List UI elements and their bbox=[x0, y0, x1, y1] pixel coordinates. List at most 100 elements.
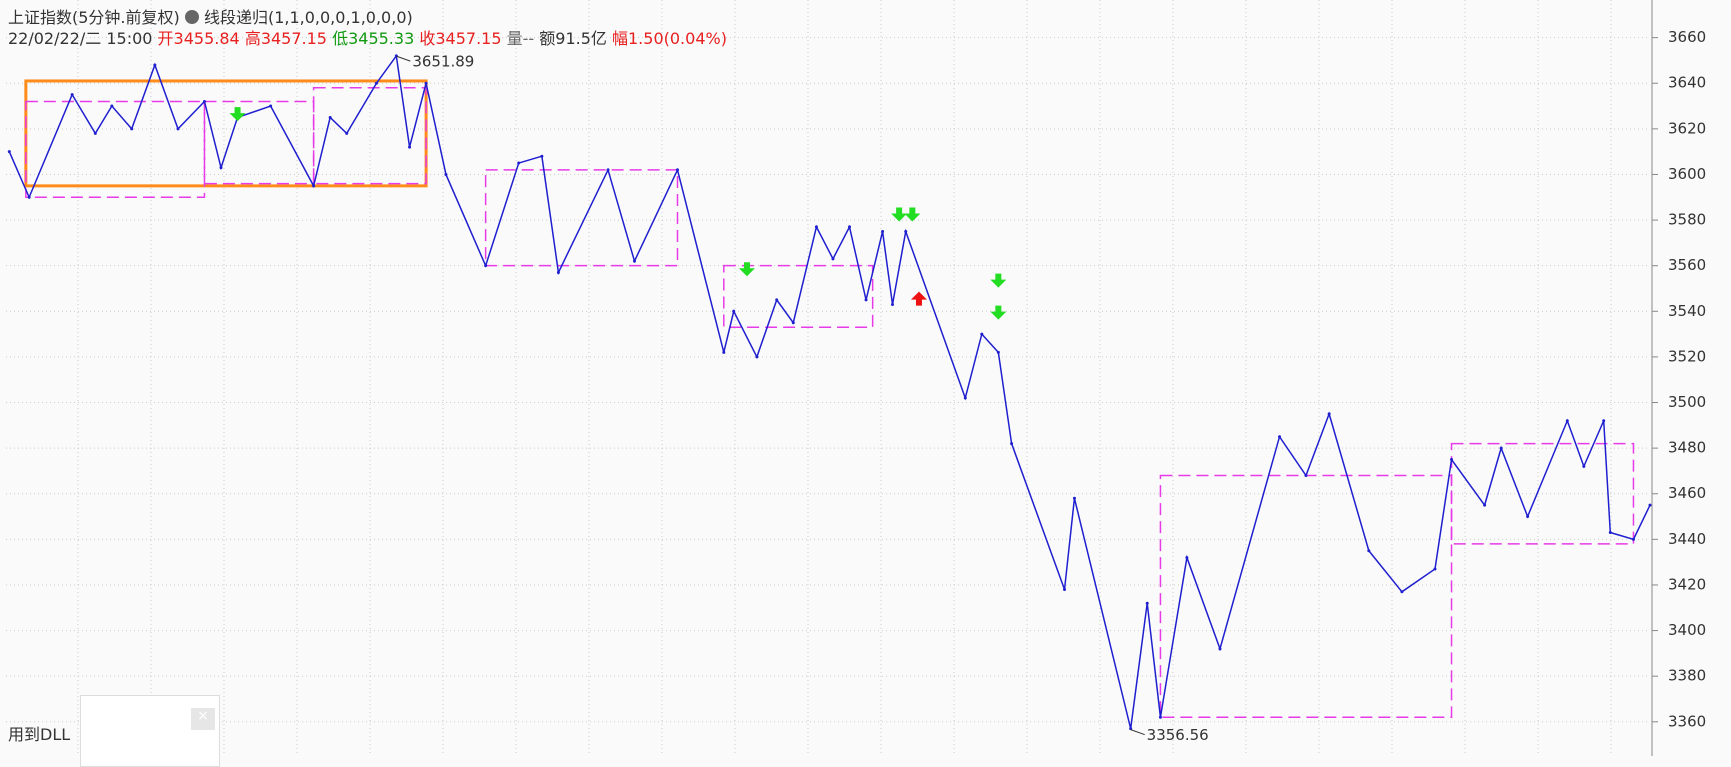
indicator[interactable]: 线段递归(1,1,0,0,0,1,0,0,0) bbox=[203, 8, 413, 27]
pivot-zone bbox=[1159, 474, 1453, 718]
vertex bbox=[904, 229, 908, 233]
y-tick-label: 3640 bbox=[1668, 74, 1706, 92]
vertex bbox=[1063, 588, 1067, 592]
header-line-1: 上证指数(5分钟.前复权) 线段递归(1,1,0,0,0,1,0,0,0) bbox=[8, 4, 413, 28]
vertex bbox=[1185, 556, 1189, 560]
vertex bbox=[1278, 435, 1282, 439]
vertex bbox=[848, 225, 852, 229]
vertex bbox=[130, 127, 134, 131]
title: 上证指数(5分钟.前复权) bbox=[8, 8, 180, 27]
vertex bbox=[484, 264, 488, 268]
vertex bbox=[7, 150, 11, 154]
vertex bbox=[996, 350, 1000, 354]
vertex bbox=[517, 161, 521, 165]
high: 高3457.15 bbox=[244, 29, 327, 48]
dll-note: 用到DLL bbox=[8, 725, 71, 744]
buy-signal bbox=[910, 291, 927, 306]
vertex bbox=[1499, 446, 1503, 450]
vertex bbox=[1327, 412, 1331, 416]
vertex bbox=[269, 104, 273, 108]
vertex bbox=[1010, 442, 1014, 446]
date: 22/02/22/二 15:00 bbox=[8, 29, 153, 48]
vertex bbox=[70, 93, 74, 97]
sell-signal bbox=[229, 107, 246, 122]
amount: 额91.5亿 bbox=[539, 29, 607, 48]
close-button[interactable]: × bbox=[191, 708, 215, 730]
vertex bbox=[1367, 549, 1371, 553]
vertex bbox=[374, 81, 378, 85]
vertex bbox=[831, 257, 835, 261]
y-tick-label: 3440 bbox=[1668, 530, 1706, 548]
vertex bbox=[1483, 503, 1487, 507]
y-tick-label: 3380 bbox=[1668, 667, 1706, 685]
vertex bbox=[110, 104, 114, 108]
sell-signal bbox=[990, 273, 1007, 288]
y-tick-label: 3520 bbox=[1668, 347, 1706, 365]
low: 低3455.33 bbox=[332, 29, 415, 48]
sell-signal bbox=[990, 305, 1007, 320]
vertex bbox=[176, 127, 180, 131]
close: 收3457.15 bbox=[419, 29, 502, 48]
vertex bbox=[556, 271, 560, 275]
y-tick-label: 3360 bbox=[1668, 712, 1706, 730]
y-tick-label: 3540 bbox=[1668, 302, 1706, 320]
y-tick-label: 3480 bbox=[1668, 439, 1706, 457]
vertex bbox=[93, 131, 97, 135]
vertex bbox=[1565, 419, 1569, 423]
vertex bbox=[732, 309, 736, 313]
vertex bbox=[1648, 503, 1652, 507]
vertex bbox=[881, 229, 885, 233]
segment-line bbox=[8, 53, 1651, 729]
vertex bbox=[424, 81, 428, 85]
y-tick-label: 3600 bbox=[1668, 165, 1706, 183]
sell-signal bbox=[904, 207, 921, 222]
change: 幅1.50(0.04%) bbox=[612, 29, 727, 48]
vertex bbox=[540, 154, 544, 158]
vertex bbox=[1433, 567, 1437, 571]
vertex bbox=[980, 332, 984, 336]
vertex bbox=[1608, 531, 1612, 535]
vertex bbox=[1072, 496, 1076, 500]
y-tick-label: 3460 bbox=[1668, 484, 1706, 502]
y-tick-label: 3620 bbox=[1668, 119, 1706, 137]
indicator-icon[interactable] bbox=[184, 10, 199, 24]
open: 开3455.84 bbox=[157, 29, 240, 48]
annotation-leader bbox=[1130, 729, 1145, 736]
vertex bbox=[632, 259, 636, 263]
vertex bbox=[408, 145, 412, 149]
y-tick-label: 3500 bbox=[1668, 393, 1706, 411]
y-tick-label: 3580 bbox=[1668, 211, 1706, 229]
sell-signal bbox=[738, 262, 755, 277]
sell-signal bbox=[891, 207, 908, 222]
vertex bbox=[27, 195, 31, 199]
vertex bbox=[1631, 537, 1635, 541]
vertex bbox=[891, 302, 895, 306]
vertex bbox=[312, 184, 316, 188]
vertex bbox=[1145, 601, 1149, 605]
vertex bbox=[1304, 473, 1308, 477]
vertex bbox=[1218, 647, 1222, 651]
annotation-leader bbox=[396, 55, 411, 62]
vertex bbox=[444, 172, 448, 176]
vertex bbox=[864, 298, 868, 302]
pivot-zone bbox=[24, 79, 428, 188]
vertex bbox=[791, 321, 795, 325]
vertex bbox=[202, 99, 206, 103]
vertex bbox=[775, 298, 779, 302]
pivot-zone bbox=[723, 264, 874, 329]
y-tick-label: 3420 bbox=[1668, 575, 1706, 593]
pivot-zone bbox=[1450, 442, 1635, 545]
vertex bbox=[1400, 590, 1404, 594]
pivot-zone bbox=[312, 87, 427, 185]
vertex bbox=[1582, 464, 1586, 468]
vertex bbox=[1450, 458, 1454, 462]
y-tick-label: 3560 bbox=[1668, 256, 1706, 274]
vertex bbox=[814, 225, 818, 229]
annotation: 3356.56 bbox=[1147, 726, 1209, 744]
pivot-zone bbox=[203, 100, 315, 185]
volume: 量-- bbox=[506, 29, 535, 48]
vertex bbox=[1602, 419, 1606, 423]
draw-toolbar: × bbox=[80, 695, 220, 767]
